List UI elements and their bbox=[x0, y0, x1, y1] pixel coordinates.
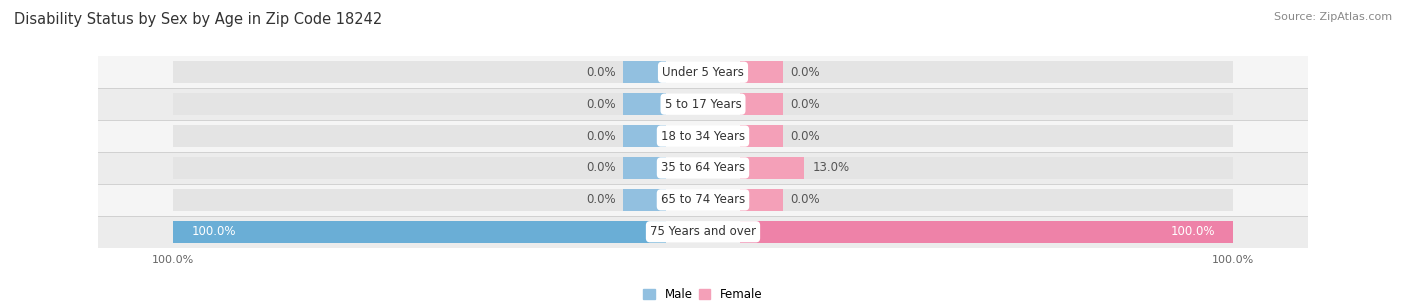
Legend: Male, Female: Male, Female bbox=[638, 283, 768, 304]
Bar bbox=[740, 93, 1233, 115]
Text: Source: ZipAtlas.com: Source: ZipAtlas.com bbox=[1274, 12, 1392, 22]
Bar bbox=[740, 221, 1233, 243]
Text: 0.0%: 0.0% bbox=[586, 193, 616, 206]
Text: 100.0%: 100.0% bbox=[191, 225, 236, 238]
Text: 13.0%: 13.0% bbox=[813, 161, 849, 174]
Bar bbox=[173, 125, 666, 147]
Bar bbox=[173, 221, 666, 243]
Bar bbox=[740, 221, 1233, 243]
Text: 100.0%: 100.0% bbox=[1170, 225, 1215, 238]
Text: 0.0%: 0.0% bbox=[790, 193, 820, 206]
Bar bbox=[623, 157, 666, 179]
Bar bbox=[740, 61, 783, 83]
Bar bbox=[93, 56, 1313, 88]
Bar bbox=[93, 120, 1313, 152]
Bar bbox=[93, 152, 1313, 184]
Bar bbox=[740, 125, 783, 147]
Text: 75 Years and over: 75 Years and over bbox=[650, 225, 756, 238]
Bar bbox=[173, 157, 666, 179]
Bar bbox=[173, 61, 666, 83]
Bar bbox=[740, 61, 1233, 83]
Bar bbox=[740, 125, 1233, 147]
Text: Under 5 Years: Under 5 Years bbox=[662, 66, 744, 79]
Text: Disability Status by Sex by Age in Zip Code 18242: Disability Status by Sex by Age in Zip C… bbox=[14, 12, 382, 27]
Bar bbox=[93, 184, 1313, 216]
Text: 35 to 64 Years: 35 to 64 Years bbox=[661, 161, 745, 174]
Bar bbox=[623, 125, 666, 147]
Bar bbox=[623, 189, 666, 211]
Bar bbox=[623, 61, 666, 83]
Text: 0.0%: 0.0% bbox=[586, 130, 616, 143]
Text: 18 to 34 Years: 18 to 34 Years bbox=[661, 130, 745, 143]
Bar bbox=[173, 221, 666, 243]
Bar bbox=[173, 189, 666, 211]
Bar bbox=[173, 93, 666, 115]
Text: 0.0%: 0.0% bbox=[586, 161, 616, 174]
Text: 0.0%: 0.0% bbox=[790, 66, 820, 79]
Text: 0.0%: 0.0% bbox=[790, 130, 820, 143]
Bar bbox=[740, 157, 1233, 179]
Bar bbox=[740, 157, 804, 179]
Bar bbox=[93, 216, 1313, 248]
Bar bbox=[740, 189, 1233, 211]
Bar bbox=[623, 93, 666, 115]
Text: 5 to 17 Years: 5 to 17 Years bbox=[665, 98, 741, 111]
Text: 0.0%: 0.0% bbox=[586, 66, 616, 79]
Bar bbox=[93, 88, 1313, 120]
Text: 0.0%: 0.0% bbox=[586, 98, 616, 111]
Text: 0.0%: 0.0% bbox=[790, 98, 820, 111]
Bar bbox=[740, 189, 783, 211]
Bar bbox=[740, 93, 783, 115]
Text: 65 to 74 Years: 65 to 74 Years bbox=[661, 193, 745, 206]
